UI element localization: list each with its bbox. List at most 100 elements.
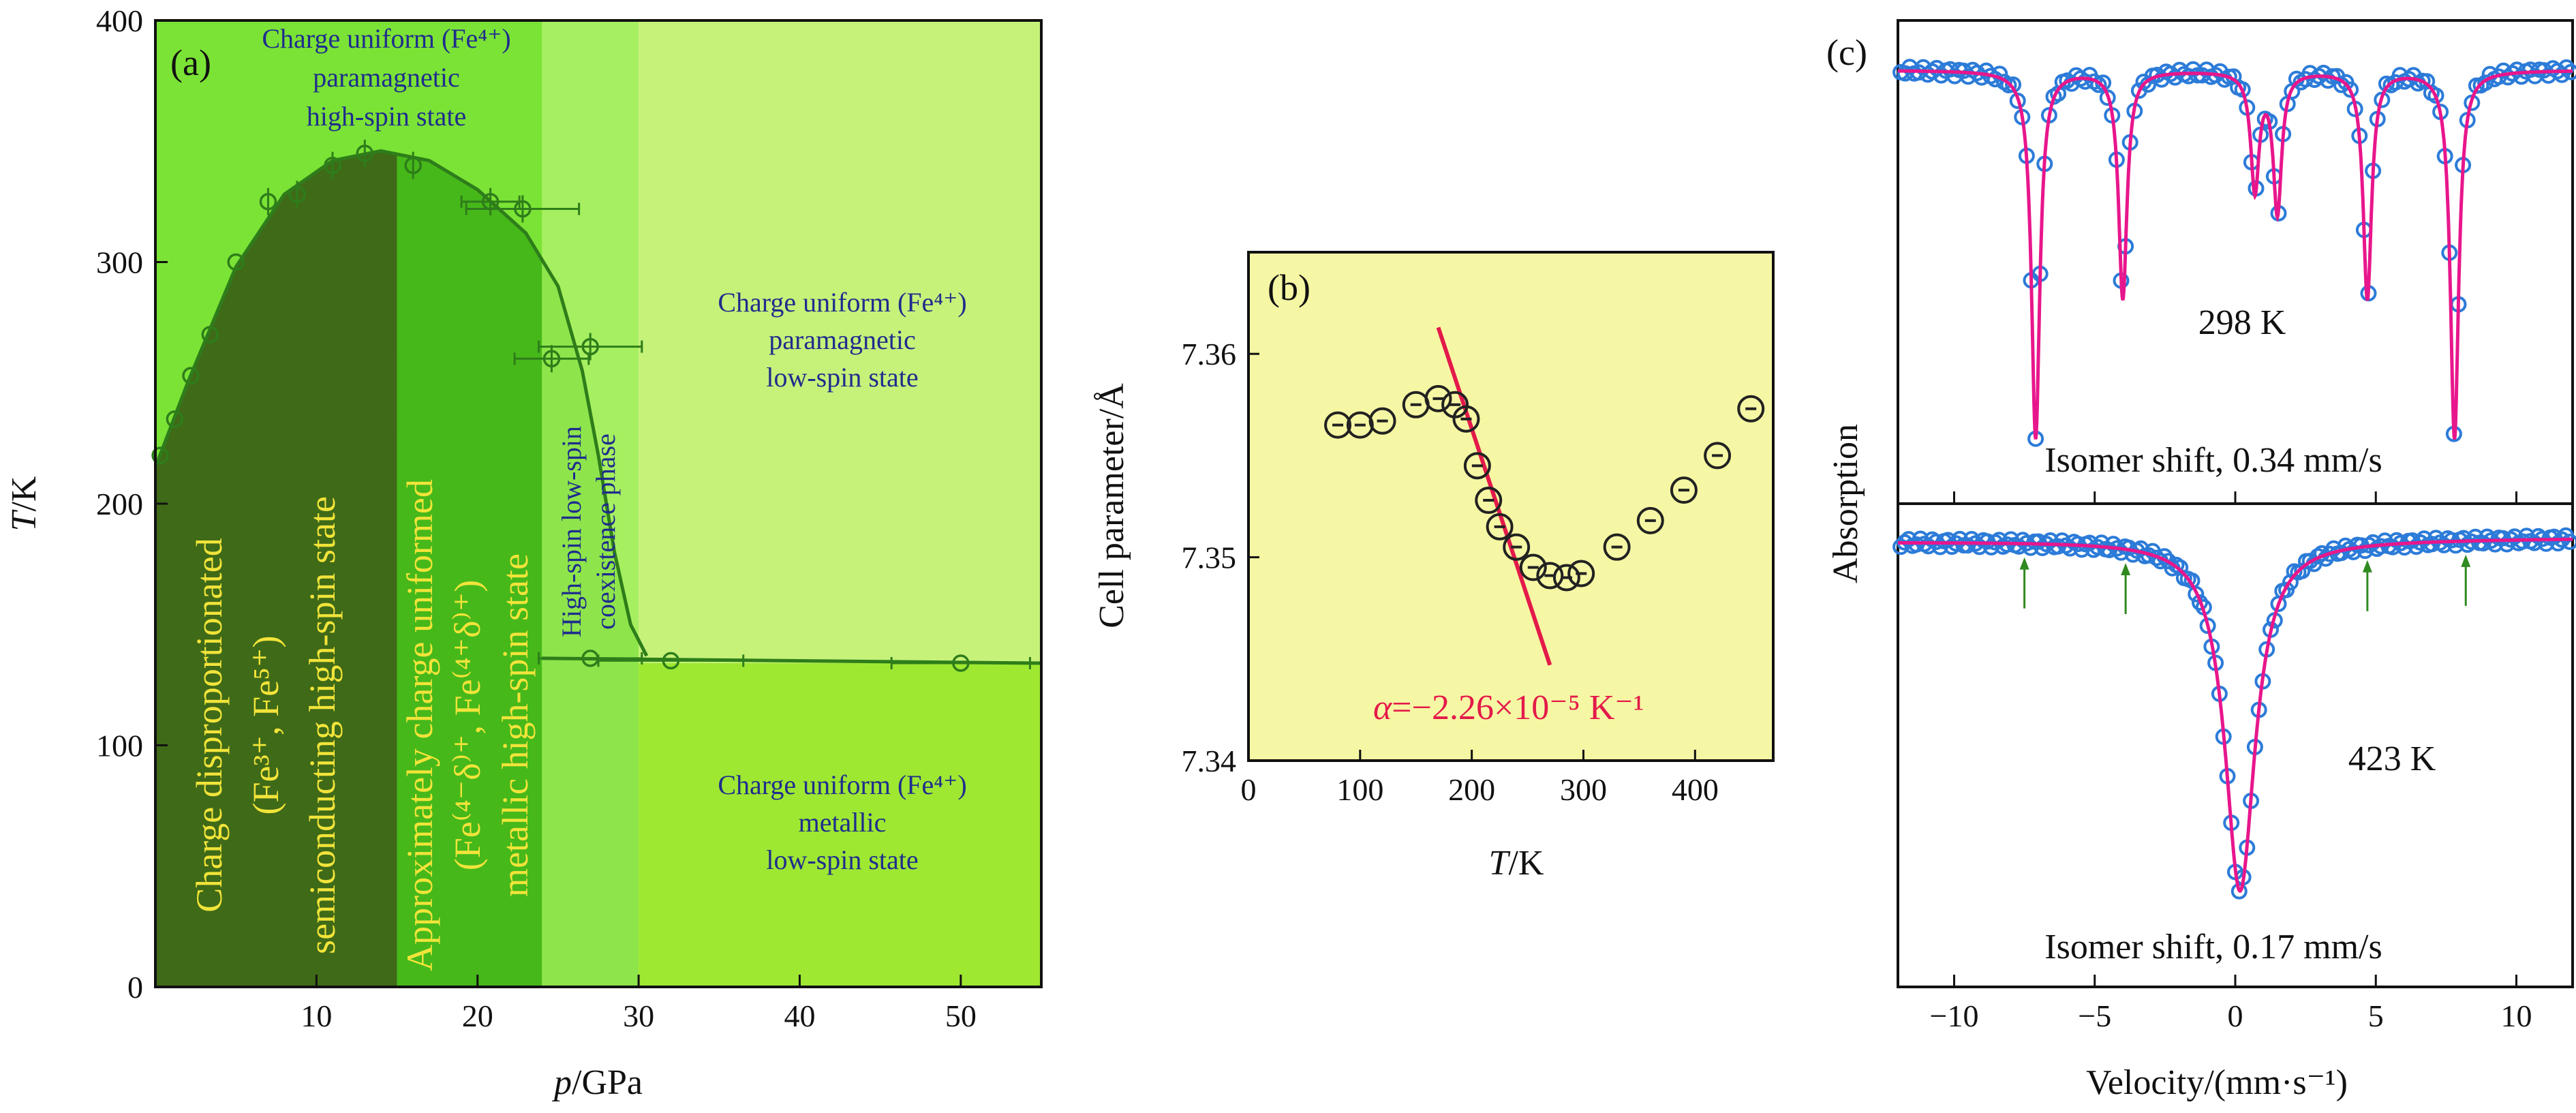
point-marker bbox=[1670, 476, 1698, 504]
region2-line3: metallic high-spin state bbox=[495, 553, 536, 897]
spectrum-298k-caption: Isomer shift, 0.34 mm/s bbox=[2044, 441, 2382, 480]
spectrum-data-point bbox=[2558, 59, 2575, 76]
point-marker bbox=[1452, 405, 1480, 433]
point-marker bbox=[662, 652, 680, 670]
x-tick-label: 10 bbox=[2501, 998, 2532, 1033]
panel-a-label: (a) bbox=[170, 42, 211, 83]
spectrum-data-point bbox=[2099, 89, 2116, 106]
panel-c-spectrum-298k bbox=[1892, 59, 2576, 447]
point-marker bbox=[182, 367, 200, 384]
spectrum-data-point bbox=[2188, 585, 2205, 603]
boundary-point bbox=[597, 652, 745, 670]
cell-parameter-point bbox=[1567, 560, 1595, 588]
boundary-point bbox=[538, 333, 643, 361]
x-tick-label: −5 bbox=[2078, 998, 2111, 1033]
x-tick-label: 20 bbox=[462, 998, 493, 1033]
panel-b-label: (b) bbox=[1268, 267, 1310, 308]
residual-line-arrow bbox=[2362, 560, 2372, 611]
x-tick-label: 0 bbox=[1241, 772, 1257, 807]
panel-b-data-points bbox=[1324, 384, 1765, 592]
point-marker bbox=[1519, 553, 1547, 581]
x-tick-label: 100 bbox=[1336, 772, 1383, 807]
spectrum-data-point bbox=[2342, 81, 2359, 98]
panel-a-region-labels: Charge disproportionated (Fe³⁺, Fe⁵⁺) se… bbox=[189, 23, 967, 971]
arrow-head bbox=[2362, 560, 2372, 573]
spectrum-fit-curve bbox=[1898, 69, 2573, 440]
region-charge-disproportionated bbox=[155, 151, 397, 987]
point-marker bbox=[1503, 533, 1531, 561]
boundary-point bbox=[288, 181, 306, 209]
point-marker bbox=[1552, 564, 1580, 592]
boundary-point bbox=[465, 195, 581, 223]
cell-parameter-point bbox=[1519, 553, 1547, 581]
point-marker bbox=[288, 185, 306, 203]
x-tick-label: 40 bbox=[784, 998, 815, 1033]
cell-parameter-point bbox=[1424, 384, 1452, 412]
spectrum-data-point bbox=[2561, 534, 2576, 550]
boundary-point bbox=[324, 151, 341, 179]
point-marker bbox=[356, 144, 374, 162]
point-marker bbox=[1486, 513, 1514, 540]
x-tick-label: 0 bbox=[2228, 998, 2243, 1033]
boundary-point bbox=[201, 326, 219, 344]
panel-b-plot-area bbox=[1247, 251, 1775, 762]
panel-b-fit-line bbox=[1436, 326, 1552, 666]
spectrum-data-point bbox=[1991, 65, 2008, 82]
spectrum-data-point bbox=[2294, 562, 2311, 579]
cell-parameter-point bbox=[1486, 513, 1514, 540]
top-region-line1: Charge uniform (Fe⁴⁺) bbox=[262, 23, 510, 54]
point-marker bbox=[324, 156, 341, 174]
panel-c-x-axis-label: Velocity/(mm·s⁻¹) bbox=[2086, 1063, 2348, 1102]
cell-parameter-point bbox=[1368, 407, 1396, 435]
panel-b-ticks: 0 100 200 300 400 7.34 7.35 7.36 bbox=[1182, 337, 1719, 807]
panel-a-ticks: 10 20 30 40 50 0 100 200 300 400 bbox=[96, 3, 977, 1033]
y-tick-label: 300 bbox=[96, 245, 143, 280]
panel-b-annotation: α=−2.26×10⁻⁵ K⁻¹ bbox=[1373, 688, 1644, 727]
point-marker bbox=[514, 200, 532, 218]
cell-parameter-point bbox=[1704, 442, 1732, 470]
y-tick-label: 400 bbox=[96, 3, 143, 38]
spectrum-298k-temperature: 298 K bbox=[2198, 303, 2286, 342]
point-marker bbox=[1424, 384, 1452, 412]
point-marker bbox=[1567, 560, 1595, 588]
boundary-point bbox=[513, 345, 590, 373]
residual-line-arrow bbox=[2461, 554, 2471, 606]
region1-line3: semiconducting high-spin state bbox=[302, 496, 343, 954]
panel-a-background bbox=[155, 20, 1041, 988]
point-marker bbox=[201, 326, 219, 344]
y-tick-label: 200 bbox=[96, 487, 143, 521]
point-marker bbox=[404, 156, 422, 174]
cell-parameter-point bbox=[1452, 405, 1480, 433]
phase-boundary-upper-curve bbox=[153, 149, 649, 657]
linear-fit-line bbox=[1436, 326, 1552, 666]
cell-parameter-point bbox=[1670, 476, 1698, 504]
boundary-point bbox=[356, 139, 374, 167]
boundary-point bbox=[151, 446, 169, 464]
point-marker bbox=[581, 337, 599, 356]
point-marker bbox=[542, 350, 561, 368]
point-marker bbox=[1636, 506, 1664, 534]
spectrum-data-point bbox=[2172, 559, 2189, 576]
panel-b: 0 100 200 300 400 7.34 7.35 7.36 (b) α=−2.26×10… bbox=[1092, 251, 1775, 883]
y-tick-label: 7.35 bbox=[1182, 540, 1237, 575]
spectrum-fit-curve bbox=[1898, 537, 2573, 893]
region1-line2: (Fe³⁺, Fe⁵⁺) bbox=[245, 636, 286, 815]
cell-parameter-point bbox=[1346, 411, 1374, 439]
point-marker bbox=[1475, 487, 1503, 515]
point-marker bbox=[1346, 411, 1374, 439]
x-tick-label: 30 bbox=[623, 998, 654, 1033]
boundary-point bbox=[259, 187, 277, 215]
x-tick-label: 50 bbox=[945, 998, 977, 1033]
y-tick-label: 100 bbox=[96, 729, 143, 763]
top-region-line2: paramagnetic bbox=[313, 62, 459, 93]
point-marker bbox=[151, 446, 169, 464]
upper-right-line1: Charge uniform (Fe⁴⁺) bbox=[718, 287, 966, 318]
spectrum-data-point bbox=[2140, 76, 2157, 93]
panel-c-spectrum-423k bbox=[1892, 527, 2576, 900]
y-tick-label: 7.34 bbox=[1182, 744, 1237, 778]
point-marker bbox=[1603, 533, 1631, 561]
residual-line-arrow bbox=[2121, 563, 2131, 615]
lower-right-line2: metallic bbox=[799, 807, 887, 838]
panel-c-ticks: −10 −5 0 5 10 bbox=[1930, 491, 2532, 1033]
y-tick-label: 0 bbox=[127, 970, 143, 1005]
